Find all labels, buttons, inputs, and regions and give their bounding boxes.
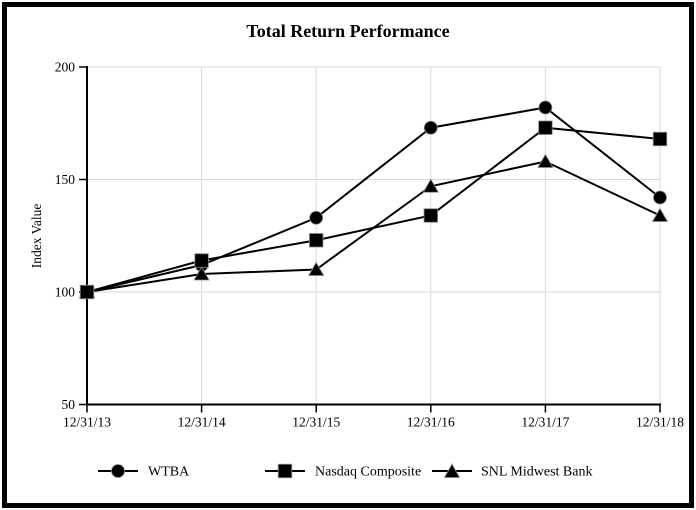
gridlines xyxy=(87,66,661,405)
marker-snl-midwest-bank-1 xyxy=(193,266,210,281)
chart-title: Total Return Performance xyxy=(246,21,449,41)
x-tick-label-12-31-18: 12/31/18 xyxy=(636,415,684,430)
marker-nasdaq-composite-0 xyxy=(79,284,95,300)
marker-snl-midwest-bank-3 xyxy=(422,178,439,193)
x-tick-label-12-31-17: 12/31/17 xyxy=(521,415,569,430)
marker-wtba-2 xyxy=(309,210,324,225)
x-tick-label-12-31-13: 12/31/13 xyxy=(63,415,111,430)
marker-wtba-5 xyxy=(653,190,667,205)
y-tick-label-150: 150 xyxy=(55,172,76,187)
marker-nasdaq-composite-2 xyxy=(309,233,324,248)
legend-label-wtba: WTBA xyxy=(148,465,190,480)
y-tick-label-200: 200 xyxy=(55,60,76,75)
legend: WTBA Nasdaq Composite SNL Midwest Bank xyxy=(98,463,592,480)
series-line-nasdaq-composite xyxy=(86,126,661,293)
series-line-wtba xyxy=(86,106,661,293)
x-tick-label-12-31-16: 12/31/16 xyxy=(407,415,455,430)
marker-wtba-3 xyxy=(423,120,438,135)
series-lines-and-markers xyxy=(78,100,669,300)
marker-wtba-4 xyxy=(538,100,553,115)
x-tick-label-12-31-15: 12/31/15 xyxy=(292,415,340,430)
circle-marker-icon xyxy=(111,464,125,478)
marker-nasdaq-composite-4 xyxy=(538,120,553,135)
x-tick-label-12-31-14: 12/31/14 xyxy=(178,415,226,430)
y-tick-label-50: 50 xyxy=(62,397,76,412)
square-marker-icon xyxy=(277,463,293,479)
marker-snl-midwest-bank-4 xyxy=(537,153,554,168)
y-tick-label-100: 100 xyxy=(55,285,76,300)
tick-labels: 200 150 100 50 12/31/13 12/31/14 12/31/15 12/31… xyxy=(55,60,684,430)
legend-label-nasdaq-composite: Nasdaq Composite xyxy=(315,465,421,480)
y-axis-label: Index Value xyxy=(29,204,44,269)
legend-item-wtba: WTBA xyxy=(98,464,190,480)
legend-label-snl-midwest-bank: SNL Midwest Bank xyxy=(481,465,592,480)
marker-nasdaq-composite-3 xyxy=(423,208,438,223)
axes xyxy=(79,66,661,413)
legend-item-snl-midwest-bank: SNL Midwest Bank xyxy=(432,463,592,480)
legend-item-nasdaq-composite: Nasdaq Composite xyxy=(265,463,421,480)
triangle-marker-icon xyxy=(443,463,461,478)
marker-nasdaq-composite-5 xyxy=(652,131,668,147)
marker-nasdaq-composite-1 xyxy=(194,253,209,268)
marker-snl-midwest-bank-5 xyxy=(651,207,669,222)
marker-snl-midwest-bank-2 xyxy=(308,261,325,276)
